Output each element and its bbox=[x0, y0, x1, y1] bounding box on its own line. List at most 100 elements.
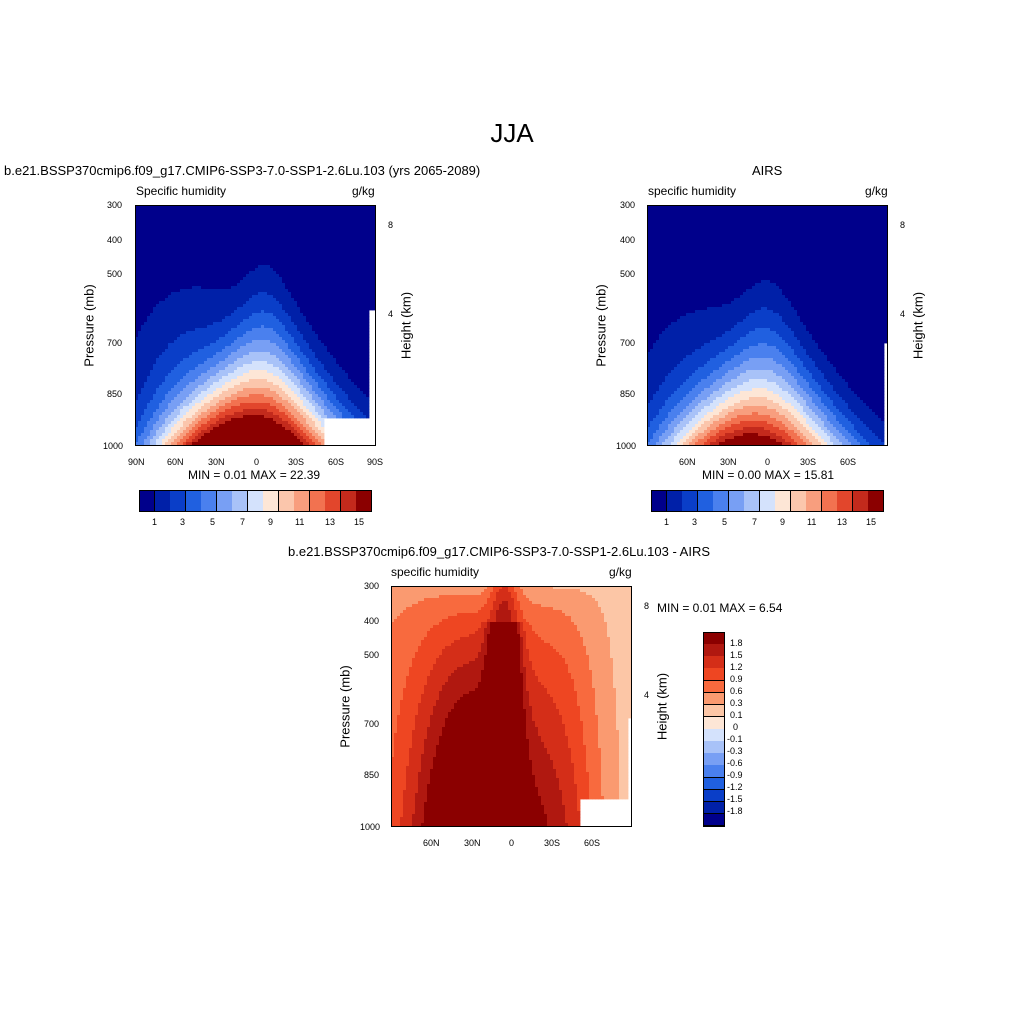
field-cell bbox=[198, 370, 202, 374]
field-cell bbox=[270, 295, 274, 299]
field-cell bbox=[372, 262, 376, 266]
field-cell bbox=[171, 259, 175, 263]
field-cell bbox=[246, 334, 250, 338]
field-cell bbox=[369, 259, 373, 263]
field-cell bbox=[351, 235, 355, 239]
field-cell bbox=[231, 325, 235, 329]
field-cell bbox=[225, 235, 229, 239]
field-cell bbox=[162, 310, 166, 314]
field-cell bbox=[156, 337, 160, 341]
field-cell bbox=[366, 358, 370, 362]
field-cell bbox=[276, 238, 280, 242]
field-cell bbox=[357, 307, 361, 311]
field-cell bbox=[237, 310, 241, 314]
field-cell bbox=[318, 316, 322, 320]
field-cell bbox=[186, 220, 190, 224]
field-cell bbox=[345, 256, 349, 260]
field-cell bbox=[369, 268, 373, 272]
field-cell bbox=[189, 250, 193, 254]
field-cell bbox=[258, 337, 262, 341]
field-cell bbox=[264, 283, 268, 287]
field-cell bbox=[294, 286, 298, 290]
field-cell bbox=[171, 343, 175, 347]
field-cell bbox=[276, 226, 280, 230]
field-cell bbox=[288, 382, 292, 386]
field-cell bbox=[294, 247, 298, 251]
field-cell bbox=[252, 295, 256, 299]
field-cell bbox=[312, 325, 316, 329]
field-cell bbox=[315, 319, 319, 323]
field-cell bbox=[189, 226, 193, 230]
field-cell bbox=[168, 220, 172, 224]
field-cell bbox=[255, 286, 259, 290]
field-cell bbox=[267, 298, 271, 302]
field-cell bbox=[288, 229, 292, 233]
field-cell bbox=[246, 241, 250, 245]
field-cell bbox=[363, 256, 367, 260]
field-cell bbox=[276, 388, 280, 392]
field-cell bbox=[216, 367, 220, 371]
field-cell bbox=[336, 358, 340, 362]
field-cell bbox=[300, 322, 304, 326]
field-cell bbox=[147, 265, 151, 269]
field-cell bbox=[306, 364, 310, 368]
field-cell bbox=[150, 205, 154, 209]
field-cell bbox=[267, 313, 271, 317]
field-cell bbox=[237, 235, 241, 239]
field-cell bbox=[273, 319, 277, 323]
field-cell bbox=[306, 385, 310, 389]
field-cell bbox=[363, 313, 367, 317]
field-cell bbox=[252, 229, 256, 233]
field-cell bbox=[177, 295, 181, 299]
field-cell bbox=[141, 274, 145, 278]
field-cell bbox=[186, 331, 190, 335]
field-cell bbox=[267, 277, 271, 281]
field-cell bbox=[204, 238, 208, 242]
field-cell bbox=[372, 286, 376, 290]
field-cell bbox=[270, 241, 274, 245]
field-cell bbox=[213, 223, 217, 227]
field-cell bbox=[321, 232, 325, 236]
field-cell bbox=[219, 298, 223, 302]
field-cell bbox=[306, 268, 310, 272]
field-cell bbox=[273, 310, 277, 314]
field-cell bbox=[318, 280, 322, 284]
field-cell bbox=[225, 283, 229, 287]
field-cell bbox=[150, 286, 154, 290]
field-cell bbox=[189, 256, 193, 260]
field-cell bbox=[270, 232, 274, 236]
field-cell bbox=[294, 226, 298, 230]
field-cell bbox=[246, 262, 250, 266]
field-cell bbox=[306, 265, 310, 269]
field-cell bbox=[351, 238, 355, 242]
field-cell bbox=[276, 376, 280, 380]
field-cell bbox=[357, 298, 361, 302]
field-cell bbox=[267, 319, 271, 323]
field-cell bbox=[255, 391, 259, 395]
field-cell bbox=[345, 238, 349, 242]
field-cell bbox=[363, 283, 367, 287]
field-cell bbox=[342, 349, 346, 353]
field-cell bbox=[177, 205, 181, 209]
field-cell bbox=[198, 259, 202, 263]
field-cell bbox=[315, 328, 319, 332]
field-cell bbox=[357, 316, 361, 320]
field-cell bbox=[201, 259, 205, 263]
field-cell bbox=[147, 334, 151, 338]
field-cell bbox=[186, 352, 190, 356]
field-cell bbox=[321, 211, 325, 215]
field-cell bbox=[351, 334, 355, 338]
field-cell bbox=[348, 328, 352, 332]
field-cell bbox=[240, 358, 244, 362]
field-cell bbox=[264, 292, 268, 296]
field-cell bbox=[315, 223, 319, 227]
field-cell bbox=[204, 295, 208, 299]
field-cell bbox=[291, 313, 295, 317]
field-cell bbox=[168, 292, 172, 296]
field-cell bbox=[138, 223, 142, 227]
field-cell bbox=[309, 370, 313, 374]
field-cell bbox=[336, 340, 340, 344]
field-cell bbox=[138, 247, 142, 251]
field-cell bbox=[240, 256, 244, 260]
field-cell bbox=[288, 352, 292, 356]
